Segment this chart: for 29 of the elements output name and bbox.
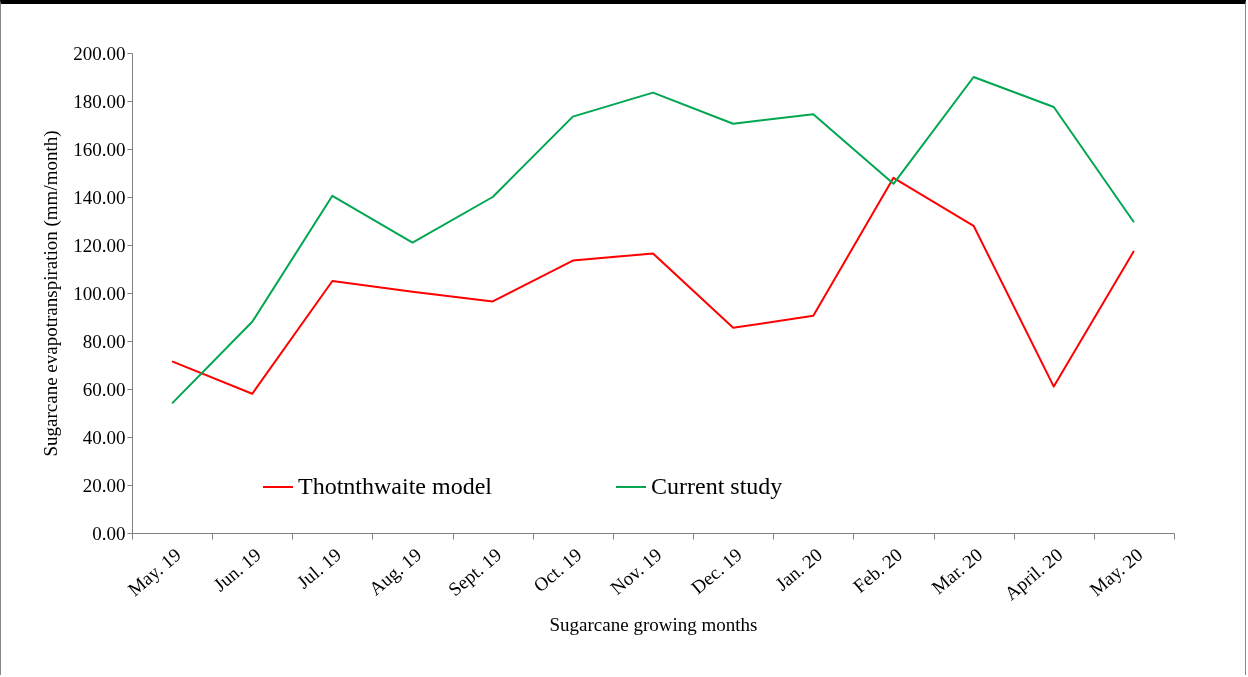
line-series [171, 176, 1135, 395]
x-tick-label: Oct. 19 [529, 543, 586, 597]
legend-label: Current study [651, 473, 783, 499]
y-tick-label: 200.00 [73, 42, 126, 64]
x-tick-label: Jul. 19 [292, 543, 346, 593]
y-tick-label: 180.00 [73, 90, 126, 112]
y-tick-label: 60.00 [82, 378, 126, 400]
y-tick-label: 160.00 [73, 138, 126, 160]
x-tick-label: May. 19 [123, 543, 185, 600]
legend-label: Thotnthwaite model [298, 473, 493, 499]
x-tick-label: Sept. 19 [444, 543, 506, 601]
x-tick-label: Dec. 19 [687, 543, 746, 599]
x-tick-label: Mar. 20 [927, 543, 987, 599]
x-tick-label: May. 20 [1085, 543, 1147, 600]
y-tick-label: 100.00 [73, 282, 126, 304]
x-tick-label: Nov. 19 [606, 543, 666, 599]
y-tick-label: 80.00 [82, 330, 126, 352]
x-tick-label: Jun. 19 [209, 543, 265, 596]
x-tick-label: Jan. 20 [771, 543, 827, 595]
y-tick-label: 20.00 [82, 474, 126, 496]
y-tick-label: 0.00 [92, 522, 126, 544]
line-series [171, 76, 1135, 405]
x-tick-label: Feb. 20 [849, 543, 907, 597]
y-axis-title: Sugarcane evapotranspiration (mm/month) [40, 130, 63, 457]
y-tick-label: 120.00 [73, 234, 126, 256]
y-tick-label: 40.00 [82, 426, 126, 448]
y-tick-label: 140.00 [73, 186, 126, 208]
x-tick-label: Aug. 19 [364, 543, 426, 600]
x-axis-title: Sugarcane growing months [549, 614, 758, 636]
